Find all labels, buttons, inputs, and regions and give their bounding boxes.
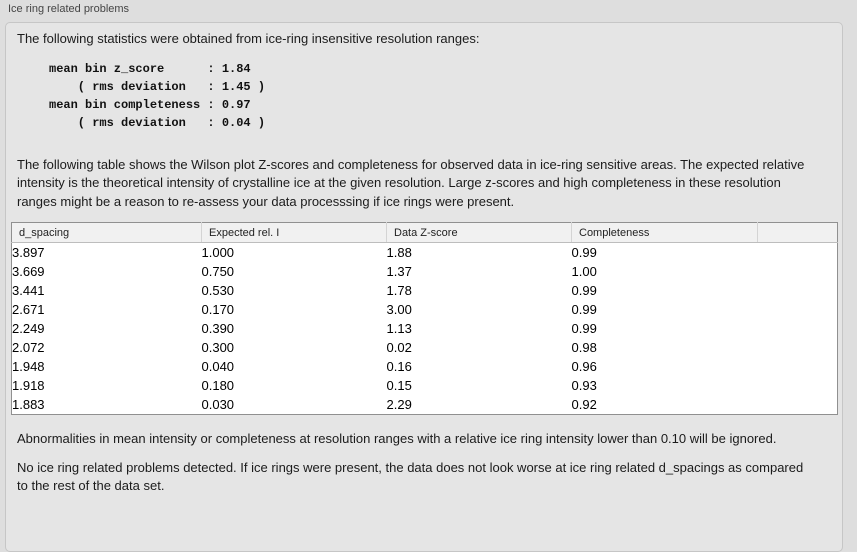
table-row[interactable]: 1.948 0.040 0.16 0.96 — [12, 357, 838, 376]
cell-data-z-score: 3.00 — [386, 302, 412, 317]
group-box-label: Ice ring related problems — [8, 3, 130, 15]
column-header-empty — [757, 222, 838, 243]
cell-completeness: 0.98 — [571, 340, 597, 355]
cell-data-z-score: 0.15 — [386, 378, 412, 393]
table-row[interactable]: 1.883 0.030 2.29 0.92 — [12, 395, 838, 415]
cell-expected-rel-i: 0.300 — [201, 340, 235, 355]
cell-expected-rel-i: 0.030 — [201, 397, 235, 412]
cell-expected-rel-i: 0.040 — [201, 359, 235, 374]
stats-block: mean bin z_score : 1.84 ( rms deviation … — [49, 61, 266, 130]
table-description: The following table shows the Wilson plo… — [17, 156, 805, 209]
cell-expected-rel-i: 0.170 — [201, 302, 235, 317]
cell-d-spacing: 1.918 — [12, 378, 45, 393]
table-header-row: d_spacing Expected rel. I Data Z-score C… — [11, 222, 838, 243]
cell-expected-rel-i: 0.750 — [201, 264, 235, 279]
cell-completeness: 0.96 — [571, 359, 597, 374]
cell-d-spacing: 3.669 — [12, 264, 45, 279]
table-row[interactable]: 3.441 0.530 1.78 0.99 — [12, 281, 838, 300]
ice-ring-results-table: d_spacing Expected rel. I Data Z-score C… — [11, 222, 838, 415]
cell-d-spacing: 3.441 — [12, 283, 45, 298]
cell-completeness: 0.92 — [571, 397, 597, 412]
intro-text: The following statistics were obtained f… — [17, 31, 480, 46]
table-row[interactable]: 2.249 0.390 1.13 0.99 — [12, 319, 838, 338]
column-header-d-spacing[interactable]: d_spacing — [11, 222, 202, 243]
cell-d-spacing: 3.897 — [12, 245, 45, 260]
cell-expected-rel-i: 1.000 — [201, 245, 235, 260]
cell-d-spacing: 1.883 — [12, 397, 45, 412]
cell-completeness: 0.99 — [571, 321, 597, 336]
cell-data-z-score: 1.88 — [386, 245, 412, 260]
cell-expected-rel-i: 0.530 — [201, 283, 235, 298]
column-header-expected-rel-i[interactable]: Expected rel. I — [201, 222, 387, 243]
cell-completeness: 1.00 — [571, 264, 597, 279]
cell-completeness: 0.99 — [571, 283, 597, 298]
table-row[interactable]: 3.897 1.000 1.88 0.99 — [12, 243, 838, 263]
cell-d-spacing: 2.249 — [12, 321, 45, 336]
cell-completeness: 0.99 — [571, 302, 597, 317]
table-row[interactable]: 1.918 0.180 0.15 0.93 — [12, 376, 838, 395]
cell-data-z-score: 0.02 — [386, 340, 412, 355]
conclusion-text: No ice ring related problems detected. I… — [17, 459, 804, 494]
cell-d-spacing: 2.072 — [12, 340, 45, 355]
cell-data-z-score: 1.78 — [386, 283, 412, 298]
ignore-note: Abnormalities in mean intensity or compl… — [17, 431, 777, 446]
ice-ring-panel: The following statistics were obtained f… — [5, 22, 843, 552]
cell-data-z-score: 0.16 — [386, 359, 412, 374]
cell-data-z-score: 1.13 — [386, 321, 412, 336]
cell-d-spacing: 1.948 — [12, 359, 45, 374]
cell-data-z-score: 1.37 — [386, 264, 412, 279]
table-row[interactable]: 2.072 0.300 0.02 0.98 — [12, 338, 838, 357]
cell-data-z-score: 2.29 — [386, 397, 412, 412]
cell-completeness: 0.99 — [571, 245, 597, 260]
column-header-data-z-score[interactable]: Data Z-score — [386, 222, 572, 243]
cell-completeness: 0.93 — [571, 378, 597, 393]
cell-d-spacing: 2.671 — [12, 302, 45, 317]
table-row[interactable]: 2.671 0.170 3.00 0.99 — [12, 300, 838, 319]
cell-expected-rel-i: 0.390 — [201, 321, 235, 336]
table-row[interactable]: 3.669 0.750 1.37 1.00 — [12, 262, 838, 281]
cell-expected-rel-i: 0.180 — [201, 378, 235, 393]
column-header-completeness[interactable]: Completeness — [571, 222, 758, 243]
